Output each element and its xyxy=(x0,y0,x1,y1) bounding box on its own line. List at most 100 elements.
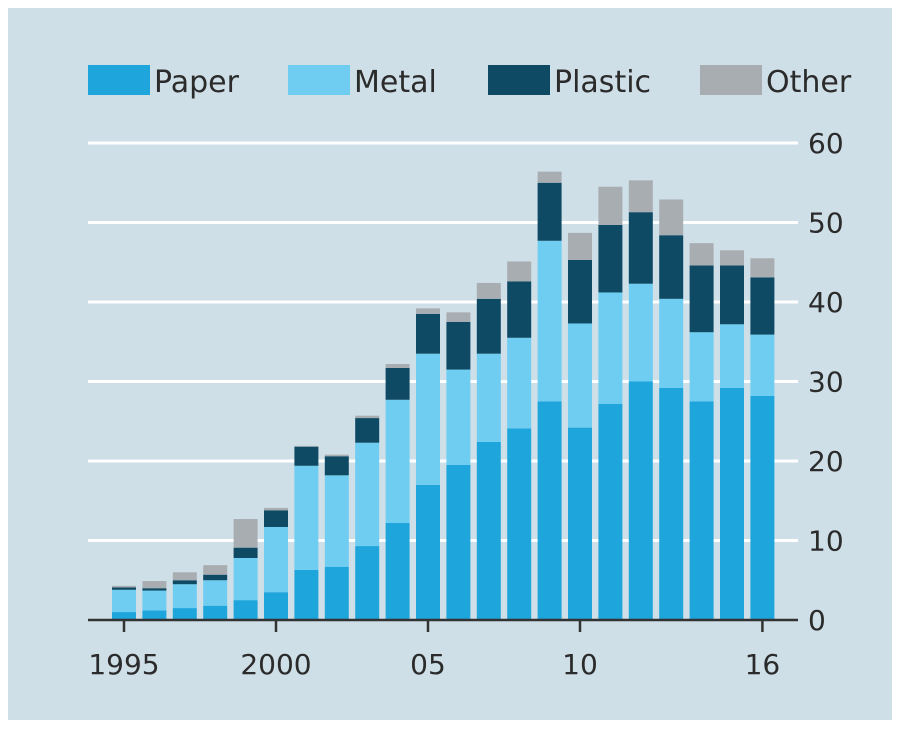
bar-paper-2008 xyxy=(507,428,532,620)
bar-other-2007 xyxy=(476,282,501,299)
bar-other-2010 xyxy=(568,232,592,260)
bar-paper-2004 xyxy=(385,523,410,620)
bar-metal-1999 xyxy=(233,557,258,601)
bar-other-2004 xyxy=(385,364,410,368)
bar-metal-1996 xyxy=(142,590,167,611)
x-axis xyxy=(88,618,798,632)
bar-plastic-2013 xyxy=(659,235,684,299)
bar-paper-1998 xyxy=(203,605,228,620)
bar-metal-1998 xyxy=(203,580,228,606)
bar-metal-2012 xyxy=(628,283,653,382)
bar-plastic-2001 xyxy=(294,446,319,466)
bar-other-2001 xyxy=(294,445,319,447)
bar-other-2002 xyxy=(324,454,349,457)
y-tick-label: 40 xyxy=(808,286,844,319)
bar-plastic-1999 xyxy=(233,547,258,558)
bar-paper-2006 xyxy=(446,464,471,620)
y-tick-label: 0 xyxy=(808,604,826,637)
bar-metal-2016 xyxy=(750,334,775,396)
bar-plastic-1995 xyxy=(112,587,136,590)
bar-other-2016 xyxy=(750,258,775,278)
bar-plastic-1996 xyxy=(142,588,167,591)
bar-metal-2008 xyxy=(507,337,532,429)
bar-other-2011 xyxy=(598,186,623,225)
bar-metal-2013 xyxy=(659,298,684,388)
bar-paper-1999 xyxy=(233,600,258,620)
bar-other-1998 xyxy=(203,565,228,575)
bar-plastic-2009 xyxy=(537,182,562,241)
bar-plastic-2008 xyxy=(507,281,532,338)
bar-plastic-2011 xyxy=(598,224,623,293)
legend-swatch-other xyxy=(700,65,762,95)
bar-paper-2013 xyxy=(659,387,684,620)
bar-other-2006 xyxy=(446,312,471,322)
bar-paper-2009 xyxy=(537,401,562,620)
bar-metal-2003 xyxy=(355,442,380,547)
x-tick-labels: 1995 2000 05 10 16 xyxy=(88,648,780,681)
x-tick-label: 10 xyxy=(562,648,598,681)
bar-paper-2011 xyxy=(598,403,623,620)
bar-plastic-1998 xyxy=(203,574,228,581)
bar-paper-2014 xyxy=(689,401,714,620)
bar-metal-2004 xyxy=(385,399,410,524)
bar-paper-2012 xyxy=(628,381,653,620)
bar-paper-2002 xyxy=(324,566,349,620)
bar-metal-2015 xyxy=(720,324,744,388)
bar-paper-2010 xyxy=(568,427,592,620)
bar-other-2000 xyxy=(264,507,288,511)
bar-paper-2015 xyxy=(720,387,744,620)
legend-label-plastic: Plastic xyxy=(554,65,651,100)
legend-swatch-plastic xyxy=(488,65,550,95)
x-tick-label: 2000 xyxy=(240,648,311,681)
bar-metal-2005 xyxy=(416,353,440,485)
bar-paper-2003 xyxy=(355,546,380,620)
bar-other-1999 xyxy=(233,519,258,548)
x-tick-label: 05 xyxy=(410,648,446,681)
bar-paper-2005 xyxy=(416,484,440,620)
bar-plastic-2005 xyxy=(416,313,440,354)
bar-plastic-2014 xyxy=(689,265,714,333)
legend-label-paper: Paper xyxy=(154,65,240,100)
legend-swatch-paper xyxy=(88,65,150,95)
bar-paper-1995 xyxy=(112,612,136,620)
legend-swatch-metal xyxy=(288,65,350,95)
legend: Paper Metal Plastic Other xyxy=(88,65,852,100)
bar-other-2014 xyxy=(689,243,714,266)
bar-other-2009 xyxy=(537,171,562,183)
bar-other-1995 xyxy=(112,585,136,588)
y-axis: 0 10 20 30 40 50 60 xyxy=(808,127,844,637)
x-tick-label: 1995 xyxy=(88,648,159,681)
bar-paper-1997 xyxy=(172,608,197,620)
bar-plastic-2006 xyxy=(446,321,471,370)
x-tick-label: 16 xyxy=(745,648,781,681)
bar-other-2015 xyxy=(720,250,744,266)
bar-metal-2007 xyxy=(476,353,501,442)
bar-plastic-2004 xyxy=(385,367,410,400)
bar-other-2013 xyxy=(659,199,684,236)
bar-other-2008 xyxy=(507,261,532,282)
bar-metal-2010 xyxy=(568,323,592,428)
bar-metal-2014 xyxy=(689,332,714,402)
bar-other-2012 xyxy=(628,180,653,213)
bar-other-2003 xyxy=(355,415,380,419)
bar-metal-2011 xyxy=(598,292,623,404)
bar-plastic-2000 xyxy=(264,510,288,527)
legend-label-other: Other xyxy=(766,65,852,100)
bar-plastic-2003 xyxy=(355,418,380,443)
bar-metal-2001 xyxy=(294,465,319,570)
stacked-bar-chart: Paper Metal Plastic Other 0 10 20 30 40 50 60 199… xyxy=(8,8,892,720)
bar-plastic-2015 xyxy=(720,265,744,325)
bars xyxy=(112,171,775,620)
bar-metal-2000 xyxy=(264,526,288,593)
y-tick-label: 20 xyxy=(808,445,844,478)
bar-plastic-2016 xyxy=(750,277,775,335)
bar-metal-2009 xyxy=(537,240,562,402)
legend-label-metal: Metal xyxy=(354,65,437,100)
bar-metal-2006 xyxy=(446,369,471,465)
bar-other-2005 xyxy=(416,308,440,314)
bar-paper-2000 xyxy=(264,592,288,620)
bar-metal-2002 xyxy=(324,475,349,567)
y-tick-label: 60 xyxy=(808,127,844,160)
bar-metal-1995 xyxy=(112,589,136,613)
bar-plastic-2007 xyxy=(476,298,501,354)
